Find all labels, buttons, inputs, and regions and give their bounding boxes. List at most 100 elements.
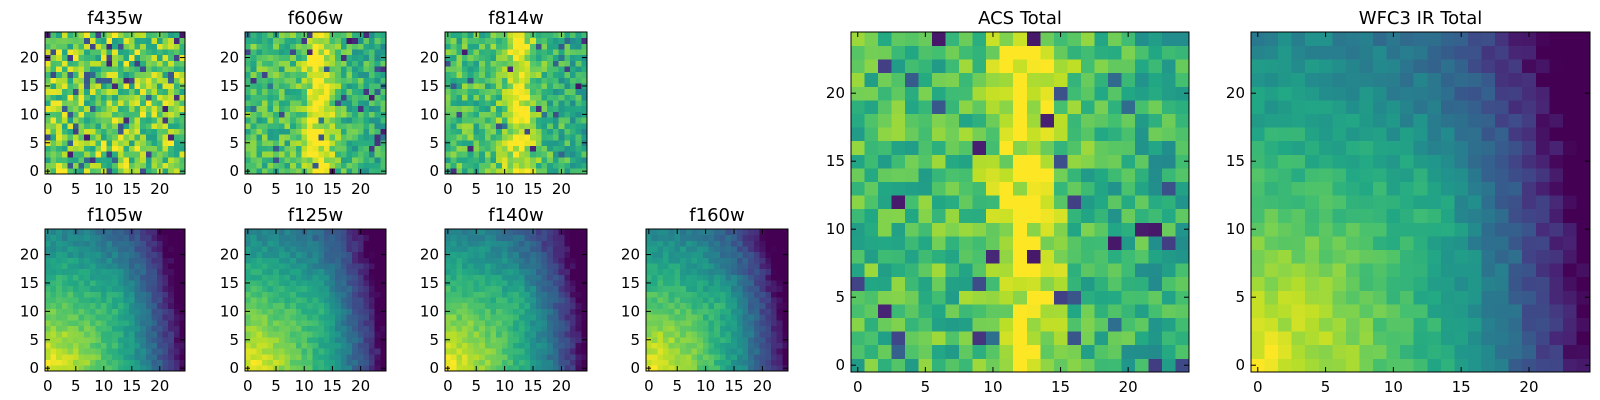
heatmap-cell bbox=[352, 134, 359, 141]
heatmap-cell bbox=[245, 77, 252, 84]
heatmap-cell bbox=[490, 229, 497, 236]
heatmap-cell bbox=[352, 139, 359, 146]
heatmap-cell bbox=[575, 32, 582, 39]
heatmap-cell bbox=[140, 331, 147, 338]
heatmap-cell bbox=[513, 117, 520, 124]
heatmap-cell bbox=[547, 54, 554, 61]
heatmap-cell bbox=[484, 117, 491, 124]
heatmap-cell bbox=[145, 139, 152, 146]
heatmap-cell bbox=[307, 105, 314, 112]
heatmap-cell bbox=[162, 139, 169, 146]
heatmap-cell bbox=[357, 37, 364, 44]
x-tick-label: 10 bbox=[495, 180, 514, 198]
heatmap-cell bbox=[1134, 208, 1149, 223]
heatmap-cell bbox=[581, 117, 588, 124]
heatmap-cell bbox=[346, 83, 353, 90]
heatmap-cell bbox=[530, 77, 537, 84]
heatmap-cell bbox=[261, 257, 268, 264]
heatmap-cell bbox=[106, 117, 113, 124]
heatmap-cell bbox=[496, 49, 503, 56]
heatmap-cell bbox=[501, 336, 508, 343]
heatmap-cell bbox=[84, 37, 91, 44]
heatmap-cell bbox=[651, 240, 658, 247]
heatmap-cell bbox=[490, 105, 497, 112]
heatmap-cell bbox=[363, 37, 370, 44]
heatmap-cell bbox=[851, 154, 865, 169]
heatmap-cell bbox=[106, 342, 113, 349]
heatmap-cell bbox=[697, 353, 704, 361]
heatmap-cell bbox=[496, 88, 503, 95]
heatmap-cell bbox=[445, 94, 452, 101]
heatmap-cell bbox=[547, 353, 554, 361]
heatmap-cell bbox=[73, 240, 79, 247]
heatmap-cell bbox=[112, 331, 119, 338]
heatmap-cell bbox=[363, 319, 370, 326]
heatmap-cell bbox=[56, 234, 63, 241]
heatmap-cell bbox=[261, 134, 268, 141]
heatmap-cell bbox=[307, 60, 314, 67]
heatmap-cell bbox=[261, 280, 268, 287]
heatmap-cell bbox=[1040, 181, 1055, 196]
heatmap-cell bbox=[173, 43, 180, 50]
heatmap-cell bbox=[106, 285, 113, 292]
heatmap-cell bbox=[456, 111, 463, 118]
heatmap-cell bbox=[507, 263, 514, 270]
heatmap-cell bbox=[73, 331, 79, 338]
heatmap-cell bbox=[89, 251, 96, 258]
heatmap-cell bbox=[467, 100, 474, 107]
heatmap-cell bbox=[524, 54, 531, 61]
heatmap-cell bbox=[250, 54, 257, 61]
heatmap-cell bbox=[479, 348, 486, 355]
heatmap-cell bbox=[1121, 195, 1136, 210]
heatmap-cell bbox=[753, 246, 760, 253]
heatmap-cell bbox=[245, 234, 252, 241]
heatmap-cell bbox=[357, 359, 364, 366]
heatmap-cell bbox=[651, 336, 658, 343]
heatmap-cell bbox=[496, 168, 503, 175]
heatmap-cell bbox=[374, 54, 381, 61]
heatmap-cell bbox=[564, 94, 571, 101]
heatmap-cell bbox=[369, 105, 376, 112]
heatmap-cell bbox=[162, 274, 169, 281]
heatmap-cell bbox=[78, 325, 85, 332]
heatmap-cell bbox=[145, 105, 152, 112]
heatmap-cell bbox=[864, 208, 879, 223]
heatmap-cell bbox=[518, 229, 525, 236]
heatmap-cell bbox=[518, 168, 525, 175]
heatmap-cell bbox=[507, 49, 514, 56]
heatmap-cell bbox=[157, 302, 163, 309]
heatmap-cell bbox=[445, 77, 452, 84]
heatmap-cell bbox=[318, 60, 325, 67]
heatmap-cell bbox=[352, 342, 359, 349]
heatmap-cell bbox=[776, 336, 783, 343]
heatmap-cell bbox=[273, 314, 280, 321]
heatmap-cell bbox=[56, 60, 63, 67]
heatmap-cell bbox=[507, 359, 514, 366]
heatmap-cell bbox=[78, 365, 85, 372]
heatmap-cell bbox=[456, 325, 463, 332]
heatmap-cell bbox=[731, 246, 738, 253]
heatmap-cell bbox=[323, 342, 330, 349]
heatmap-cell bbox=[657, 285, 664, 292]
heatmap-cell bbox=[1040, 195, 1055, 210]
heatmap-cell bbox=[668, 291, 675, 298]
heatmap-cell bbox=[507, 162, 514, 169]
heatmap-cell bbox=[140, 297, 147, 304]
heatmap-cell bbox=[335, 297, 342, 304]
heatmap-cell bbox=[753, 359, 760, 366]
heatmap-cell bbox=[496, 263, 503, 270]
heatmap-cell bbox=[273, 105, 280, 112]
heatmap-cell bbox=[770, 302, 778, 309]
heatmap-cell bbox=[575, 297, 582, 304]
heatmap-cell bbox=[261, 319, 268, 326]
heatmap-cell bbox=[479, 285, 486, 292]
heatmap-cell bbox=[530, 325, 537, 332]
heatmap-cell bbox=[134, 291, 141, 298]
heatmap-cell bbox=[352, 94, 359, 101]
x-tick-label: 5 bbox=[471, 377, 481, 395]
heatmap-cell bbox=[473, 325, 480, 332]
heatmap-cell bbox=[782, 314, 789, 321]
heatmap-cell bbox=[851, 168, 865, 182]
heatmap-cell bbox=[558, 105, 565, 112]
